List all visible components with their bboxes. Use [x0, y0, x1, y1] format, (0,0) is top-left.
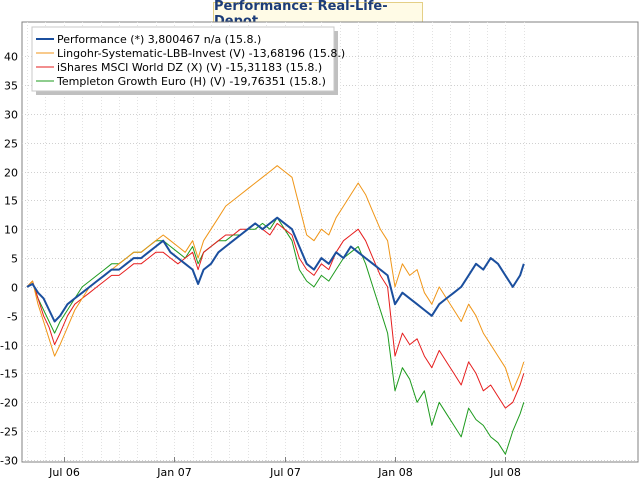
- y-tick-label: 30: [4, 109, 18, 122]
- legend-entry-2: Lingohr-Systematic-LBB-Invest (V) -13,68…: [57, 47, 345, 60]
- y-tick-label: 5: [11, 253, 18, 266]
- x-tick-label: Jul 07: [269, 466, 301, 479]
- axes: 40 35 30 25 20 15 10 5 0 -5 -10 -15 -20 -25 -30 Jul 06 J…: [0, 51, 521, 480]
- x-tick-label: Jul 06: [48, 466, 80, 479]
- x-tick-label: Jul 08: [489, 466, 521, 479]
- y-tick-label: -5: [7, 311, 18, 324]
- legend: Performance (*) 3,800467 n/a (15.8.)Ling…: [31, 26, 345, 95]
- y-tick-label: 10: [4, 224, 18, 237]
- plot-area: [21, 21, 639, 463]
- y-tick-label: -25: [0, 426, 18, 439]
- legend-entry-4: Templeton Growth Euro (H) (V) -19,76351 …: [56, 75, 326, 88]
- x-tick-label: Jan 08: [377, 466, 412, 479]
- series-line-3: [26, 222, 525, 409]
- legend-entry-3: iShares MSCI World DZ (X) (V) -15,31183 …: [57, 61, 322, 74]
- grid: [21, 21, 639, 463]
- series-line-1: [26, 216, 525, 323]
- y-tick-label: 0: [11, 282, 18, 295]
- y-tick-label: 40: [4, 51, 18, 64]
- y-tick-label: -10: [0, 340, 18, 353]
- legend-entry-1: Performance (*) 3,800467 n/a (15.8.): [57, 33, 261, 46]
- y-tick-label: 15: [4, 195, 18, 208]
- series-line-4: [26, 217, 525, 455]
- legend-box: [31, 26, 335, 92]
- x-tick-label: Jan 07: [156, 466, 191, 479]
- y-tick-label: -20: [0, 397, 18, 410]
- y-tick-label: 25: [4, 138, 18, 151]
- y-tick-label: -30: [0, 455, 18, 468]
- y-tick-label: -15: [0, 368, 18, 381]
- series-group: [26, 165, 525, 455]
- y-tick-label: 35: [4, 80, 18, 93]
- y-tick-label: 20: [4, 167, 18, 180]
